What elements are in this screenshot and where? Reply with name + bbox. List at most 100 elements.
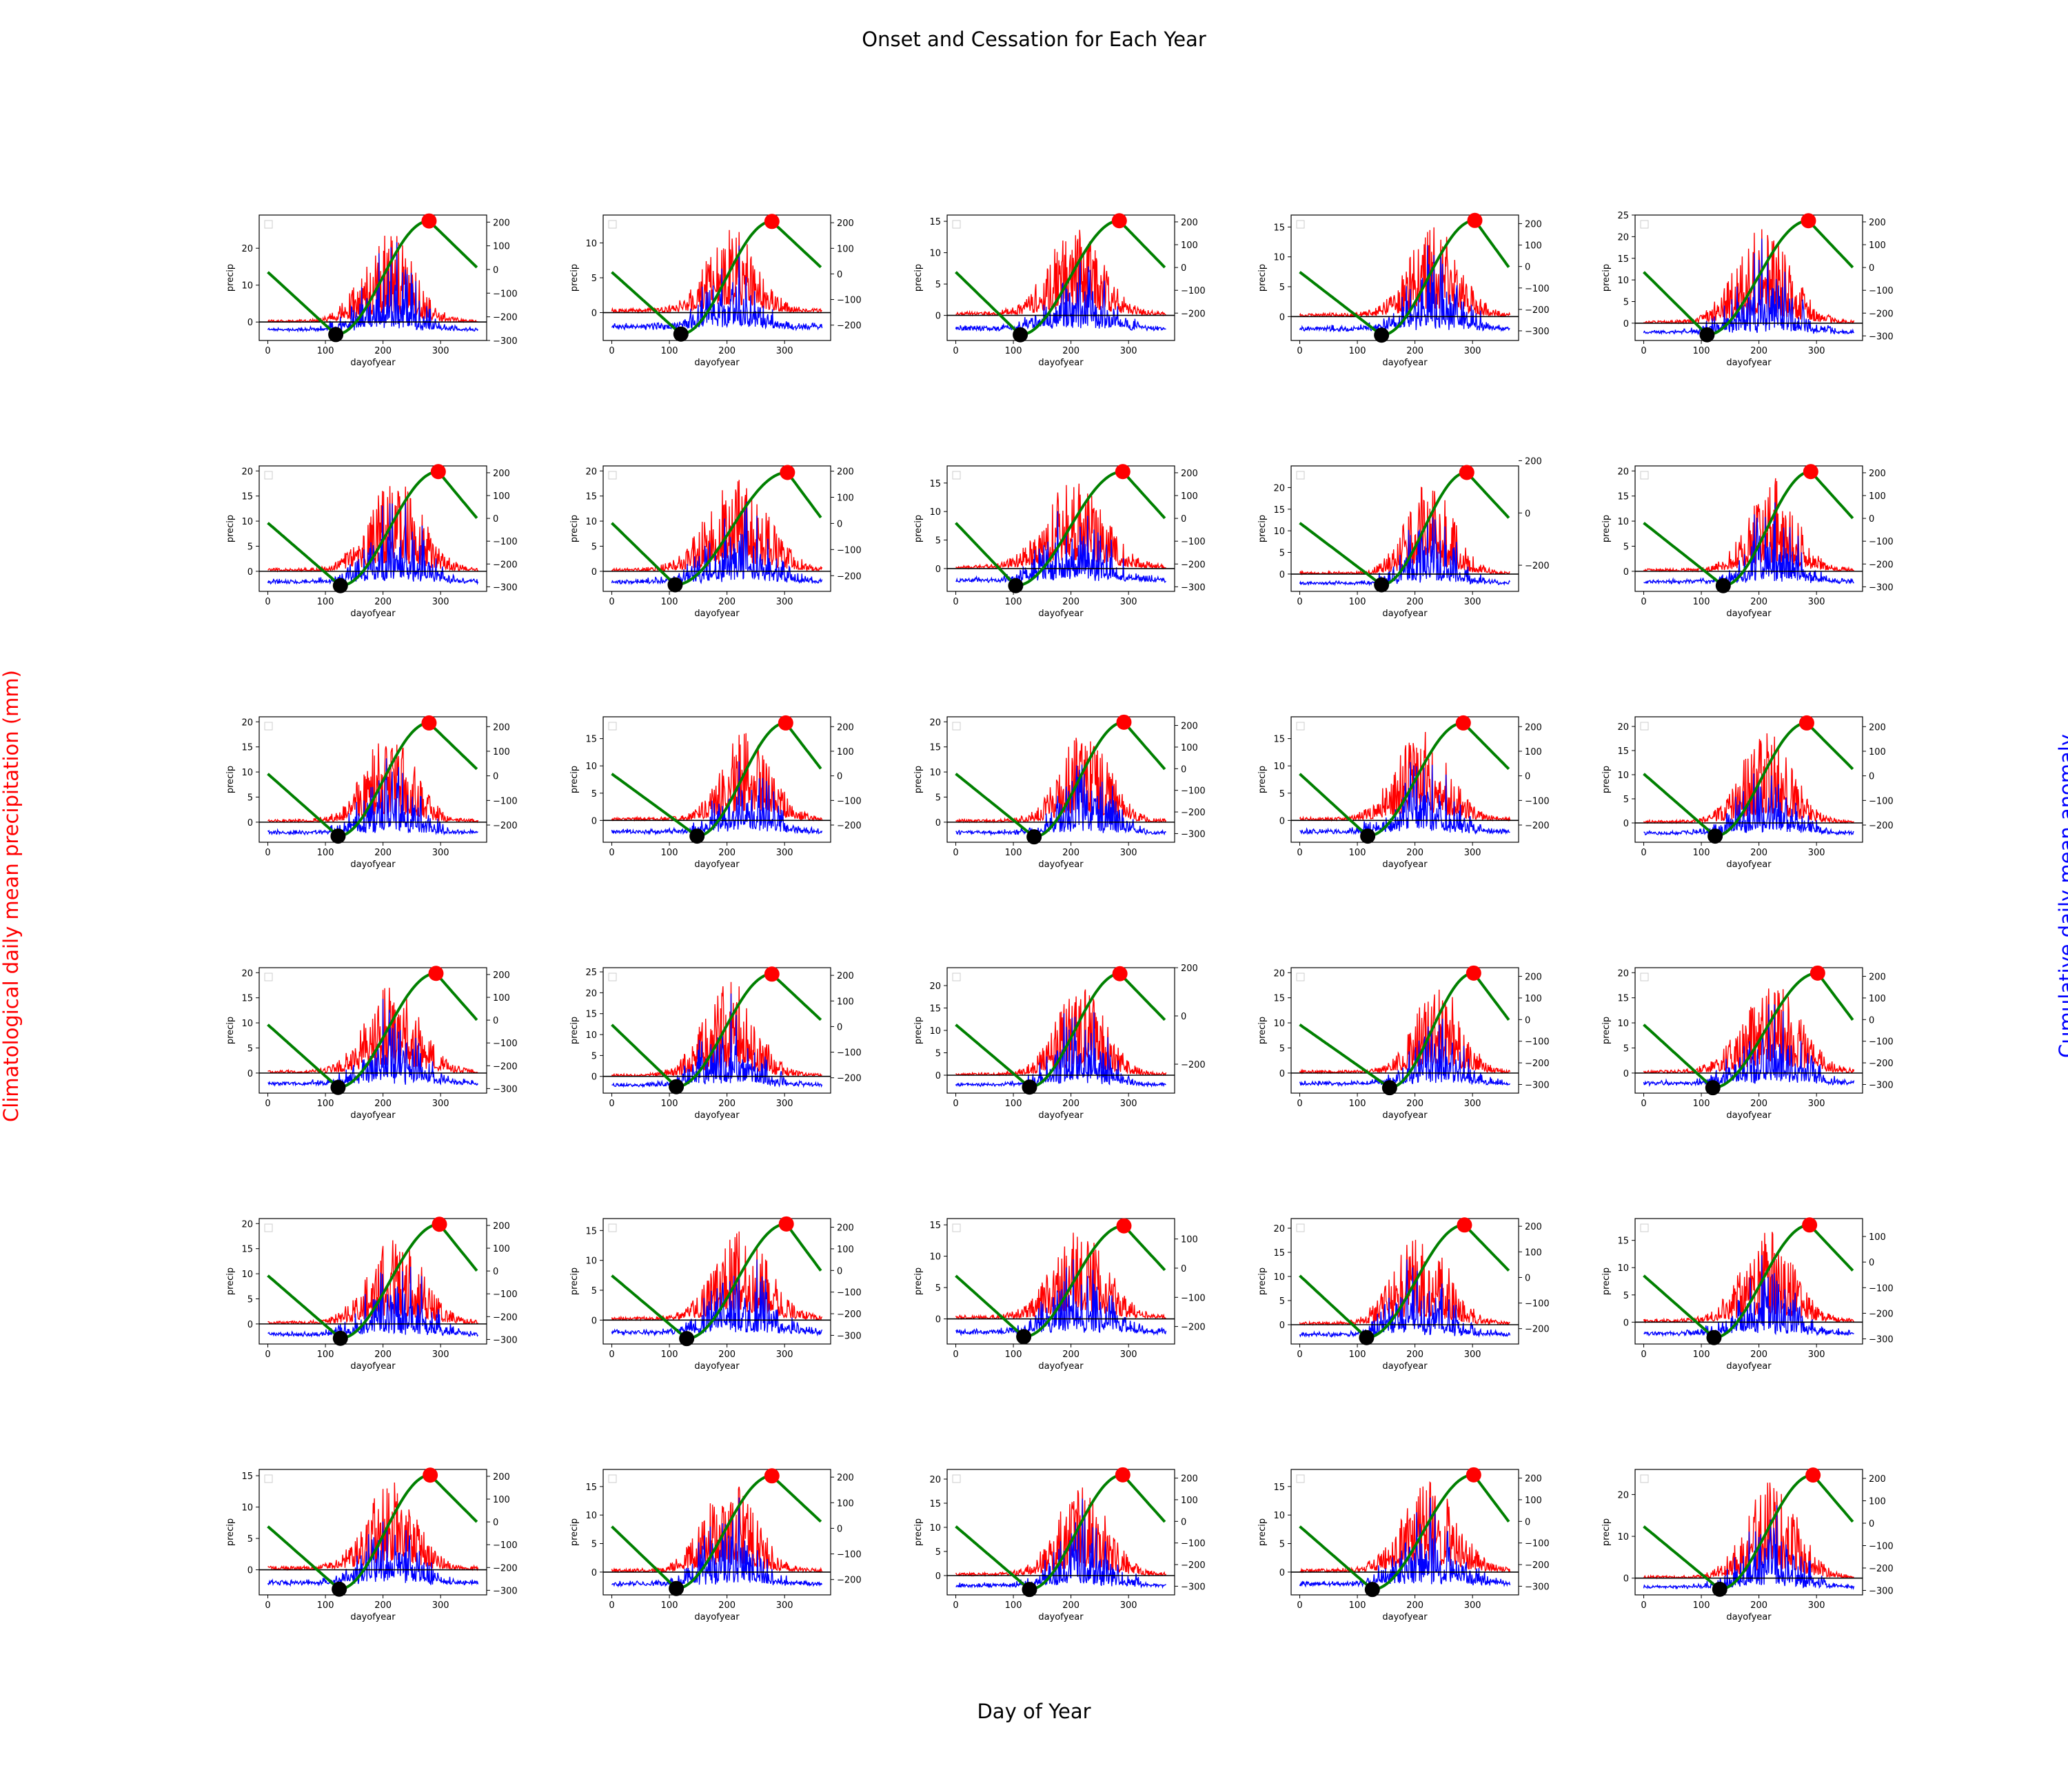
y-tick-label: 15	[929, 217, 941, 227]
cessation-marker	[1457, 1217, 1472, 1233]
y2-tick-label: 100	[1525, 1248, 1542, 1258]
axes-frame	[1634, 214, 1863, 341]
subplot-11: 0 100 200 300 dayofyear 0 5 10 15 20 precip −200 −10…	[225, 715, 518, 870]
y-tick-label: 5	[591, 1540, 597, 1550]
x-tick-label: 300	[1120, 346, 1137, 356]
cumulative-line	[1299, 1223, 1510, 1339]
y2-tick-label: −300	[493, 1084, 518, 1094]
y-tick-label: 10	[929, 249, 941, 259]
subplot-4: 0 100 200 300 dayofyear 0 5 10 15 precip −300 −200 −…	[1257, 212, 1550, 368]
plot-area	[947, 470, 1175, 587]
x-tick-label: 0	[265, 1350, 270, 1360]
y-tick-label: 5	[1279, 1296, 1285, 1307]
subplot-x-label: dayofyear	[694, 859, 740, 870]
y-tick-label: 25	[585, 968, 597, 978]
y2-tick-label: −200	[1181, 309, 1206, 319]
onset-marker	[1699, 327, 1715, 343]
y2-tick-label: −300	[1869, 582, 1894, 593]
x-tick-label: 100	[1349, 597, 1366, 607]
y2-tick-label: −200	[1525, 305, 1550, 316]
y2-tick-label: 0	[1869, 1015, 1874, 1026]
x-tick-label: 200	[1750, 597, 1767, 607]
subplot-x-label: dayofyear	[1382, 1361, 1428, 1372]
onset-marker	[330, 1079, 346, 1095]
subplot-y-label: precip	[1601, 515, 1612, 542]
plot-area	[259, 1223, 487, 1340]
y2-tick-label: 100	[493, 242, 510, 252]
y2-tick-label: 100	[837, 1245, 854, 1255]
y2-tick-label: −200	[493, 1312, 518, 1323]
subplot-y-label: precip	[1257, 766, 1268, 793]
onset-marker	[669, 1079, 685, 1094]
subplot-10: 0 100 200 300 dayofyear 0 5 10 15 20 precip −300 −20…	[1601, 464, 1894, 619]
subplot-y-label: precip	[569, 766, 580, 793]
y-tick-label: 15	[241, 994, 253, 1004]
plot-area	[259, 972, 487, 1089]
y2-tick-label: −200	[1869, 560, 1894, 570]
y2-tick-label: −100	[1181, 786, 1206, 797]
y2-tick-label: −100	[1525, 1299, 1550, 1310]
y2-tick-label: −300	[1525, 327, 1550, 337]
y2-tick-label: 0	[493, 514, 498, 525]
y2-tick-label: 200	[493, 218, 510, 228]
axes-frame	[1634, 1469, 1863, 1596]
plot-area	[1635, 470, 1863, 587]
y-tick-label: 20	[1617, 968, 1629, 979]
y-tick-label: 20	[1273, 968, 1285, 979]
subplot-y-label: precip	[569, 515, 580, 542]
y2-tick-label: 100	[1181, 743, 1198, 753]
cumulative-line	[1299, 971, 1510, 1090]
precip-line	[611, 480, 823, 573]
y2-tick-label: 0	[1181, 1264, 1186, 1274]
x-tick-label: 0	[1297, 597, 1302, 607]
x-tick-label: 100	[1005, 1099, 1022, 1109]
anomaly-line	[955, 1012, 1166, 1088]
plot-area	[603, 1474, 831, 1590]
x-tick-label: 200	[718, 1600, 736, 1611]
y2-tick-label: 0	[1525, 263, 1530, 273]
y2-tick-label: 200	[1181, 964, 1198, 974]
axes-frame	[1290, 1469, 1519, 1596]
x-tick-label: 300	[1120, 1350, 1137, 1360]
x-tick-label: 100	[1005, 1600, 1022, 1611]
y-tick-label: 5	[591, 789, 597, 800]
cumulative-line	[955, 1224, 1166, 1338]
cumulative-line	[267, 721, 478, 838]
anomaly-line	[611, 501, 823, 585]
legend-box	[1296, 471, 1305, 480]
x-tick-label: 100	[1349, 848, 1366, 858]
y-tick-label: 20	[929, 1475, 941, 1485]
y2-tick-label: −300	[493, 1586, 518, 1596]
y2-tick-label: −100	[493, 796, 518, 806]
x-tick-label: 300	[1120, 848, 1137, 858]
y2-tick-label: 0	[1525, 1015, 1530, 1026]
subplot-x-label: dayofyear	[1382, 1110, 1428, 1121]
y-tick-label: 10	[929, 768, 941, 778]
onset-marker	[1008, 578, 1024, 593]
subplot-20: 0 100 200 300 dayofyear 0 5 10 15 20 precip −300 −20…	[1601, 965, 1894, 1121]
legend-box	[952, 471, 961, 480]
legend-box	[608, 1223, 617, 1232]
axes-frame	[258, 716, 487, 843]
y2-tick-label: 100	[837, 1498, 854, 1509]
y-tick-label: 0	[247, 318, 253, 328]
x-tick-label: 300	[1808, 1099, 1825, 1109]
legend-box	[952, 1223, 961, 1232]
y-tick-label: 10	[1273, 1019, 1285, 1029]
x-tick-label: 300	[1464, 1099, 1481, 1109]
y2-tick-label: 100	[837, 493, 854, 504]
cessation-marker	[1459, 465, 1474, 480]
y2-tick-label: −100	[493, 1290, 518, 1300]
y-tick-label: 0	[1623, 819, 1629, 829]
axes-frame	[602, 1469, 831, 1596]
y-tick-label: 15	[585, 735, 597, 745]
subplot-y-label: precip	[913, 264, 924, 292]
y2-tick-label: −100	[493, 1540, 518, 1551]
y2-tick-label: 100	[1181, 241, 1198, 251]
x-tick-label: 0	[1641, 1099, 1646, 1109]
y2-tick-label: −300	[1181, 582, 1206, 593]
x-tick-label: 100	[661, 848, 678, 858]
axes-frame	[946, 1218, 1175, 1345]
x-tick-label: 300	[432, 597, 449, 607]
y2-tick-label: 0	[1525, 1273, 1530, 1283]
